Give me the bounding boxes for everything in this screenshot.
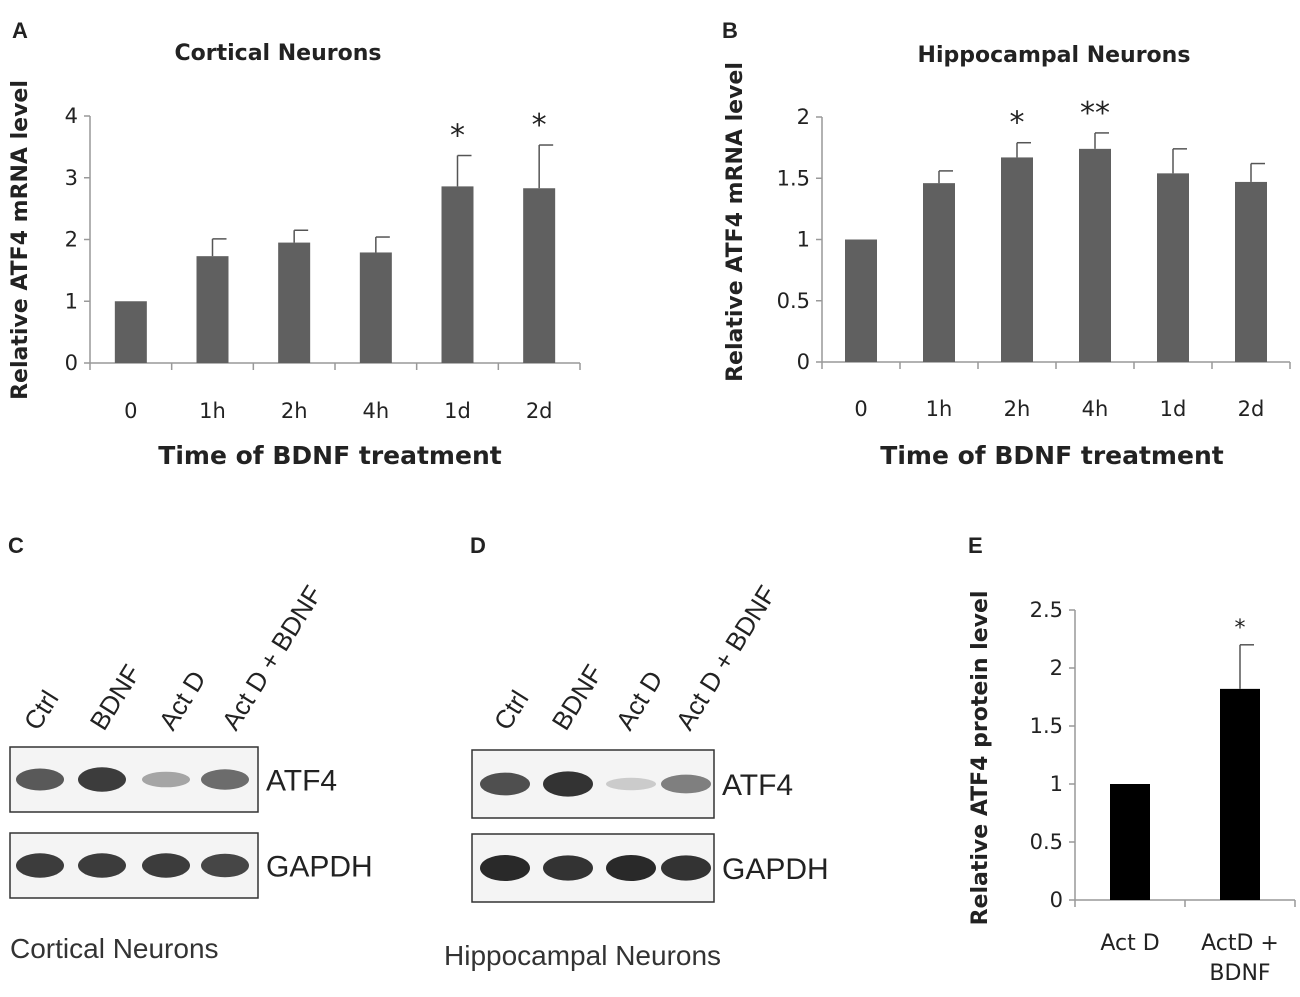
blot-c-atf4-label: ATF4 [266,765,337,798]
chart-b-y-tick-label: 2 [797,105,810,129]
chart-e-bar [1110,784,1150,900]
blot-d-gapdh-label: GAPDH [722,853,829,886]
chart-b-bar [1001,157,1033,362]
blot-d-atf4-band [543,771,593,797]
chart-b-x-tick-label: 2h [1004,397,1031,421]
chart-a-bar [114,301,147,363]
panel-label-c: C [8,533,24,558]
chart-b-x-tick-label: 1h [926,397,953,421]
chart-a-y-tick-label: 0 [65,351,78,375]
blot-c-atf4-band [201,769,249,790]
chart-a-y-tick-label: 1 [65,289,78,313]
chart-a-bar [196,256,229,363]
chart-b-bar [923,183,955,362]
blot-c-gapdh-band [78,853,126,878]
chart-b-significance-marker: ** [1080,96,1110,131]
chart-e: Relative ATF4 protein level 0 0.5 1 1.5 2 2.5… [968,591,1296,986]
chart-a-significance-marker: * [532,108,547,143]
blot-d-gapdh-band [606,855,656,881]
chart-b-bar [1079,148,1111,362]
chart-a-significance-marker: * [450,119,465,154]
blot-c-lane-label: BDNF [84,659,147,735]
chart-a-x-tick-label: 2h [281,399,308,423]
blot-c-lane-label: Act D + BDNF [216,580,328,735]
chart-a-bar [278,242,311,363]
chart-b-x-axis-title: Time of BDNF treatment [880,441,1223,470]
chart-a-x-tick-label: 4h [362,399,389,423]
blot-c-lane-label: Ctrl [18,685,65,735]
chart-a: Cortical Neurons Relative ATF4 mRNA leve… [8,41,581,470]
chart-b-bar [1235,181,1267,362]
blot-c-atf4-band [78,767,126,792]
blot-c-caption: Cortical Neurons [10,933,219,964]
chart-a-bar [359,252,392,363]
blot-c-lane-label: Act D [153,665,212,735]
panel-label-d: D [470,533,486,558]
chart-b-y-tick-label: 1 [797,228,810,252]
chart-e-x-tick-label: ActD + [1201,931,1279,956]
chart-a-y-axis-title: Relative ATF4 mRNA level [8,80,33,400]
chart-e-y-axis-title: Relative ATF4 protein level [968,591,993,926]
panel-label-b: B [722,18,738,43]
chart-a-bar [523,188,556,363]
blot-c-gapdh-band [142,853,190,878]
blot-d: Ctrl BDNF Act D Act D + BDNF ATF4 GAPDH Hippoc… [444,580,829,971]
blot-c-atf4-band [142,771,190,788]
blot-d-gapdh-band [543,855,593,881]
chart-e-bar [1220,688,1260,900]
chart-a-x-axis-title: Time of BDNF treatment [158,441,501,470]
chart-a-x-tick-label: 1d [444,399,471,423]
chart-b-significance-marker: * [1010,106,1025,141]
chart-b-bar [845,239,877,362]
blot-d-gapdh-band [661,855,711,881]
chart-b-y-axis-title: Relative ATF4 mRNA level [723,62,748,382]
blot-c: Ctrl BDNF Act D Act D + BDNF ATF4 GAPDH Cortic… [9,580,373,964]
chart-b-x-tick-label: 0 [854,397,867,421]
chart-b-bar [1157,173,1189,362]
blot-c-gapdh-band [16,853,64,878]
chart-e-y-tick-label: 1 [1050,772,1063,796]
chart-e-y-tick-label: 2.5 [1030,598,1063,622]
blot-d-atf4-band [480,772,530,796]
chart-b-y-tick-label: 0 [797,350,810,374]
panel-label-e: E [968,533,983,558]
blot-d-lane-label: Act D + BDNF [670,580,782,735]
chart-b-x-tick-label: 2d [1238,397,1265,421]
chart-a-x-tick-label: 2d [526,399,553,423]
chart-a-x-tick-label: 0 [124,399,137,423]
chart-b-y-tick-label: 0.5 [777,289,810,313]
chart-e-significance-marker: * [1235,616,1246,641]
blot-c-gapdh-band [201,853,249,878]
blot-d-lane-label: Ctrl [488,685,535,735]
chart-a-x-tick-label: 1h [199,399,226,423]
blot-c-atf4-band [16,768,64,791]
blot-d-lane-label: Act D [610,665,669,735]
blot-c-gapdh-label: GAPDH [266,851,373,884]
chart-b: Hippocampal Neurons Relative ATF4 mRNA l… [723,43,1291,470]
chart-b-title: Hippocampal Neurons [918,43,1191,68]
blot-d-caption: Hippocampal Neurons [444,940,721,971]
chart-a-y-tick-label: 2 [65,228,78,252]
chart-a-y-tick-label: 3 [65,166,78,190]
chart-e-y-tick-label: 2 [1050,656,1063,680]
chart-a-title: Cortical Neurons [175,41,382,66]
blot-d-atf4-label: ATF4 [722,769,793,802]
chart-b-x-tick-label: 1d [1160,397,1187,421]
chart-b-x-tick-label: 4h [1082,397,1109,421]
blot-d-lane-label: BDNF [546,659,609,735]
blot-d-gapdh-band [480,855,530,881]
chart-a-bar [441,186,474,363]
chart-e-x-tick-label: BDNF [1209,961,1270,986]
chart-e-x-tick-label: Act D [1100,931,1159,956]
chart-e-y-tick-label: 0.5 [1030,830,1063,854]
blot-d-atf4-band [606,777,656,791]
chart-e-y-tick-label: 0 [1050,888,1063,912]
blot-d-atf4-band [661,774,711,794]
panel-label-a: A [12,18,28,43]
chart-a-y-tick-label: 4 [65,104,78,128]
chart-b-y-tick-label: 1.5 [777,166,810,190]
chart-e-y-tick-label: 1.5 [1030,714,1063,738]
